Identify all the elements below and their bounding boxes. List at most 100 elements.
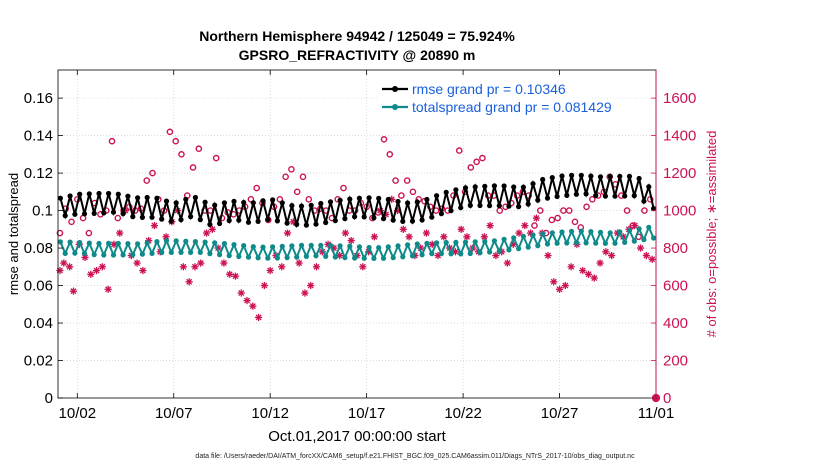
rmse-point: [535, 197, 541, 203]
obs-possible-marker: [178, 151, 185, 158]
obs-assimilated-marker: [515, 229, 523, 237]
rmse-point: [496, 203, 502, 209]
x-tick-label: 11/01: [638, 405, 674, 422]
rmse-point: [308, 202, 314, 208]
totalspread-point: [289, 243, 295, 249]
totalspread-point: [323, 253, 329, 259]
obs-possible-marker: [386, 151, 394, 158]
obs-possible-marker: [305, 196, 313, 203]
obs-assimilated-marker: [451, 248, 459, 256]
rmse-point: [91, 210, 97, 216]
totalspread-point: [231, 242, 237, 248]
obs-assimilated-marker: [567, 263, 575, 271]
obs-assimilated-marker: [579, 266, 587, 275]
totalspread-point: [178, 249, 184, 255]
totalspread-point: [607, 230, 613, 236]
totalspread-point: [91, 252, 97, 258]
totalspread-point: [144, 240, 150, 246]
rmse-point: [400, 218, 406, 224]
obs-assimilated-marker: [555, 285, 564, 293]
obs-possible-marker: [288, 166, 295, 173]
rmse-point: [540, 176, 546, 183]
chart-title: Northern Hemisphere 94942 / 125049 = 75.…: [199, 28, 515, 44]
totalspread-point: [265, 255, 271, 261]
totalspread-point: [491, 238, 497, 244]
rmse-point: [380, 216, 387, 222]
rmse-point: [347, 196, 353, 202]
totalspread-point: [255, 255, 261, 261]
obs-possible-marker: [392, 177, 399, 184]
obs-assimilated-marker: [642, 251, 650, 260]
totalspread-point: [583, 240, 589, 246]
rmse-point: [323, 219, 329, 226]
rmse-point: [395, 198, 401, 205]
obs-possible-marker: [473, 158, 480, 166]
totalspread-point: [342, 255, 348, 261]
rmse-point: [487, 203, 493, 209]
totalspread-point: [453, 239, 459, 245]
obs-possible-marker: [479, 154, 486, 162]
rmse-point: [434, 193, 440, 199]
obs-assimilated-marker: [312, 263, 321, 271]
obs-assimilated-marker: [197, 259, 205, 267]
totalspread-point: [332, 254, 338, 260]
totalspread-point: [496, 248, 502, 254]
rmse-point: [602, 193, 609, 199]
totalspread-point: [651, 235, 657, 241]
obs-assimilated-marker: [150, 221, 159, 230]
rmse-point: [236, 217, 242, 223]
legend: rmse grand pr = 0.10346 totalspread gran…: [378, 78, 612, 120]
totalspread-point: [588, 229, 594, 235]
totalspread-point: [597, 229, 604, 235]
obs-assimilated-marker: [87, 270, 95, 278]
obs-possible-marker: [149, 169, 156, 177]
rmse-point: [81, 211, 88, 217]
legend-marker-rmse: [392, 86, 398, 92]
obs-possible-marker: [583, 203, 590, 211]
rmse-point: [361, 214, 367, 220]
obs-possible-marker: [455, 147, 463, 154]
rmse-point: [197, 217, 203, 223]
rmse-point: [636, 175, 642, 182]
rmse-point: [226, 217, 232, 224]
totalspread-point: [511, 235, 517, 241]
rmse-point: [260, 198, 266, 204]
totalspread-point: [356, 244, 362, 250]
error-series: [57, 172, 657, 261]
obs-assimilated-marker: [648, 255, 656, 263]
obs-assimilated-marker: [60, 259, 68, 267]
obs-possible-marker: [143, 177, 151, 184]
totalspread-point: [347, 243, 353, 249]
totalspread-point: [212, 240, 218, 246]
totalspread-point: [501, 236, 507, 242]
totalspread-point: [390, 255, 396, 261]
totalspread-point: [241, 243, 247, 249]
totalspread-point: [149, 250, 155, 256]
rmse-point: [414, 199, 420, 205]
x-tick-label: 10/07: [155, 405, 193, 422]
totalspread-point: [318, 242, 324, 248]
rmse-point: [106, 190, 112, 197]
obs-possible-marker: [403, 177, 411, 184]
rmse-point: [617, 173, 623, 179]
rmse-point: [178, 217, 184, 223]
obs-assimilated-marker: [631, 221, 639, 230]
obs-possible-marker: [467, 164, 475, 171]
totalspread-point: [81, 250, 88, 256]
totalspread-point: [395, 243, 401, 249]
y-tick-label-right: 400: [663, 315, 688, 332]
obs-count-markers: [56, 128, 660, 402]
legend-label-rmse: rmse grand pr = 0.10346: [412, 81, 566, 97]
obs-assimilated-marker: [561, 281, 569, 290]
rmse-point: [631, 193, 637, 199]
totalspread-point: [564, 240, 570, 246]
rmse-point: [188, 214, 194, 220]
rmse-point: [554, 193, 560, 200]
rmse-point: [438, 211, 444, 217]
totalspread-point: [559, 229, 565, 235]
totalspread-point: [86, 240, 92, 246]
totalspread-point: [120, 252, 126, 258]
totalspread-point: [405, 242, 411, 248]
totalspread-point: [612, 240, 618, 246]
rmse-point: [298, 203, 305, 209]
